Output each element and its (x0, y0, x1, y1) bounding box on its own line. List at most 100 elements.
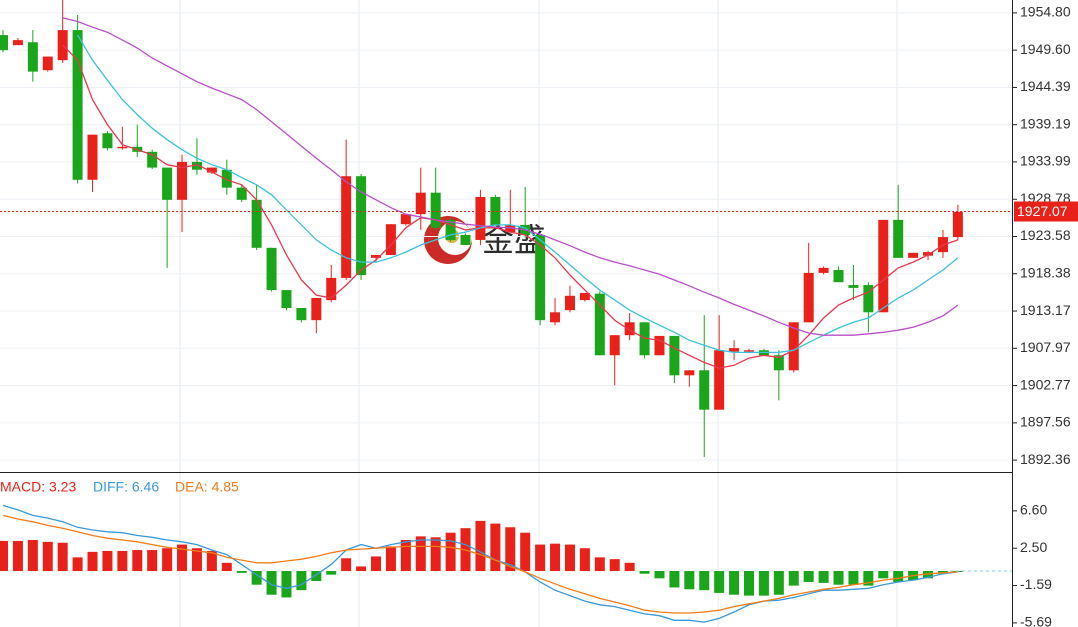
macd-bar (177, 544, 188, 572)
candle-body (326, 277, 337, 301)
macd-bar (191, 548, 202, 572)
candle-body (490, 196, 501, 226)
macd-bar (535, 544, 546, 572)
candle-body (729, 348, 740, 352)
y-tick-label: 6.60 (1020, 502, 1047, 518)
y-tick-label: 1923.58 (1020, 227, 1071, 243)
y-tick-label: 1897.56 (1020, 414, 1071, 430)
candle-body (371, 254, 381, 258)
macd-bar (326, 571, 337, 575)
candle-body (654, 335, 665, 356)
candle-body (505, 224, 516, 233)
macd-bar (490, 523, 501, 572)
candle-body (579, 292, 590, 301)
y-tick-label: 1949.60 (1020, 41, 1071, 57)
macd-bar (400, 540, 411, 572)
candle-body (12, 40, 23, 46)
macd-bar (27, 540, 38, 572)
macd-bar (311, 571, 322, 582)
candle-body (430, 192, 441, 228)
candle-body (281, 290, 292, 308)
last-price-box (1014, 201, 1078, 222)
candle-body (236, 187, 247, 200)
candle-body (788, 322, 799, 371)
candle-body (87, 134, 98, 180)
legend-label: MACD: 3.23 (0, 479, 76, 495)
y-tick-label: 1939.19 (1020, 115, 1071, 131)
moving-average-line (62, 17, 959, 336)
candle-body (400, 214, 411, 225)
candle-body (833, 270, 844, 283)
macd-bar (236, 571, 247, 573)
y-tick-label: -5.69 (1020, 614, 1052, 627)
candle-body (535, 234, 546, 321)
candle-body (415, 192, 426, 215)
candle-body (0, 35, 8, 51)
candle-body (356, 176, 367, 276)
candle-body (117, 146, 128, 149)
y-tick-label: 1954.80 (1020, 4, 1071, 20)
candle-body (923, 252, 934, 256)
macd-bar (803, 571, 814, 582)
macd-bar (296, 571, 307, 591)
macd-bar (520, 532, 531, 572)
macd-bar (475, 520, 486, 572)
macd-bar (594, 557, 605, 572)
macd-bar (773, 571, 784, 595)
macd-bar (356, 566, 367, 572)
macd-bar (564, 544, 575, 572)
macd-bar (699, 571, 710, 591)
moving-average-line (62, 44, 959, 369)
candle-body (878, 219, 889, 313)
macd-bar (341, 558, 352, 572)
macd-bar (0, 540, 8, 572)
macd-bar (758, 571, 769, 596)
macd-bar (714, 571, 725, 593)
macd-bar (147, 550, 158, 572)
candle-body (952, 212, 963, 238)
macd-bar (162, 548, 173, 572)
macd-bar (221, 562, 232, 572)
macd-bar (818, 571, 829, 583)
macd-bar (609, 559, 620, 572)
candle-body (594, 293, 605, 356)
candle-body (102, 133, 113, 149)
macd-bar (923, 571, 934, 579)
candle-body (550, 312, 561, 323)
macd-bar (624, 562, 635, 572)
candle-body (266, 247, 277, 291)
last-price-label: 1927.07 (1017, 203, 1068, 219)
candle-body (296, 307, 307, 321)
candle-body (72, 30, 83, 180)
moving-average-line (77, 34, 959, 354)
y-tick-label: 1892.36 (1020, 451, 1071, 467)
macd-bar (430, 537, 441, 572)
candle-body (191, 161, 202, 170)
y-tick-label: 2.50 (1020, 539, 1047, 555)
candle-body (624, 322, 635, 336)
candle-body (475, 196, 486, 240)
macd-bar (206, 550, 217, 572)
y-tick-label: 1933.99 (1020, 153, 1071, 169)
candle-body (147, 151, 158, 168)
candle-body (177, 161, 188, 200)
macd-bar (385, 546, 396, 572)
macd-bar (371, 556, 381, 572)
macd-bar (12, 540, 23, 572)
candle-body (162, 167, 173, 200)
macd-bar (102, 550, 113, 572)
candle-body (818, 267, 829, 273)
candle-body (445, 219, 456, 240)
macd-bar (579, 548, 590, 572)
candle-body (684, 370, 695, 376)
candle-body (221, 169, 232, 188)
macd-bar (117, 550, 128, 572)
macd-bar (684, 571, 695, 590)
candle-body (27, 42, 38, 72)
legend-label: DEA: 4.85 (175, 479, 239, 495)
macd-bar (788, 571, 799, 586)
macd-bar (251, 571, 262, 585)
y-tick-label: 1902.77 (1020, 376, 1071, 392)
